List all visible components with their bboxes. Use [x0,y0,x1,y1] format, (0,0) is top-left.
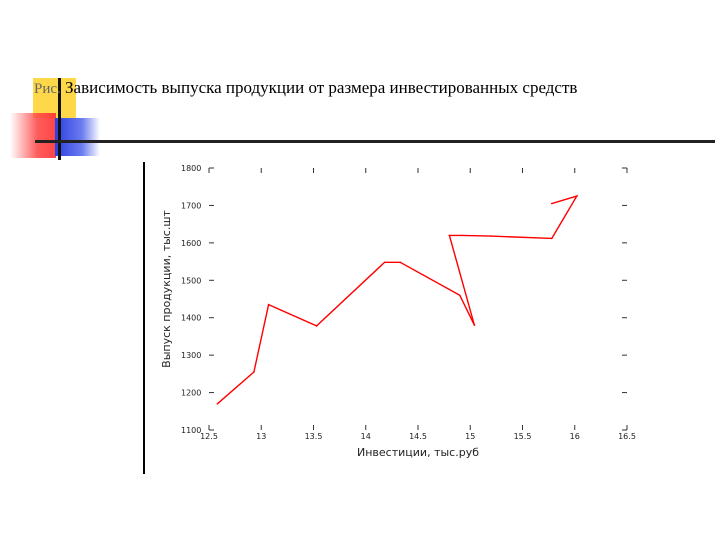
decor-vertical-line [58,78,61,160]
data-point [253,371,255,373]
decor-blue-square [55,118,100,156]
title-prefix: Рис. [34,81,61,97]
chart-left-border [143,162,145,474]
x-tick-label: 16.5 [618,432,636,441]
y-tick-label: 1100 [181,426,201,435]
data-point [448,234,451,237]
x-tick-label: 14.5 [409,432,427,441]
y-axis-label: Выпуск продукции, тыс.шт [160,210,173,368]
data-point [461,234,463,237]
data-point [383,261,386,264]
x-tick-label: 13 [256,432,266,441]
y-tick-label: 1500 [181,276,201,285]
y-tick-label: 1600 [181,239,201,248]
y-tick-label: 1800 [181,164,201,173]
page-title: Рис. Зависимость выпуска продукции от ра… [34,78,577,98]
y-tick-label: 1300 [181,351,201,360]
x-tick-label: 16 [570,432,580,441]
x-tick-label: 13.5 [305,432,323,441]
data-point [490,235,492,237]
data-point [550,237,553,240]
y-tick-label: 1400 [181,314,201,323]
data-point [576,195,578,197]
title-underline [35,140,715,143]
x-tick-label: 15.5 [514,432,532,441]
data-point [550,202,553,205]
x-axis-label: Инвестиции, тыс.руб [357,446,479,459]
decor-red-square [10,113,56,158]
data-point [399,261,402,264]
data-point [267,303,270,306]
x-tick-label: 12.5 [200,432,218,441]
x-tick-label: 15 [465,432,475,441]
data-point [473,324,476,327]
data-point [315,325,318,327]
decor-yellow-square [33,78,76,118]
y-tick-label: 1700 [181,201,201,210]
series-line [216,194,579,405]
y-tick-label: 1200 [181,389,201,398]
data-point [216,403,219,405]
x-tick-label: 14 [361,432,371,441]
data-point [459,294,461,297]
title-text: Зависимость выпуска продукции от размера… [60,78,578,97]
